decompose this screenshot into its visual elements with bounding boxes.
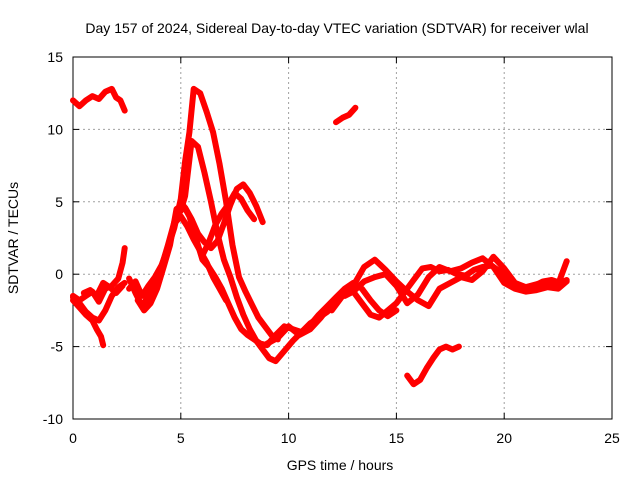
series-arc-2: [70, 245, 128, 305]
x-tick-label: 15: [389, 430, 405, 446]
plot-frame: [72, 56, 613, 420]
series-arc-13: [328, 253, 570, 314]
series-arc-1: [70, 85, 128, 114]
chart-title: Day 157 of 2024, Sidereal Day-to-day VTE…: [85, 20, 588, 36]
y-tick-label: 0: [55, 266, 63, 282]
y-tick-label: 15: [47, 49, 63, 65]
x-tick-label: 5: [177, 430, 185, 446]
y-axis-label: SDTVAR / TECUs: [5, 182, 21, 294]
y-tick-label: -5: [51, 339, 64, 355]
series-arc-14: [341, 262, 570, 321]
series-arc-12: [264, 255, 570, 347]
series-arc-11: [199, 190, 258, 259]
series-arc-9: [169, 181, 266, 252]
series-arc-5: [80, 279, 126, 299]
y-axis: 15 10 5 0 -5 -10: [43, 49, 612, 427]
series-arc-15: [333, 104, 359, 126]
y-tick-label: 10: [47, 121, 63, 137]
x-axis-label: GPS time / hours: [287, 457, 394, 473]
x-tick-label: 0: [69, 430, 77, 446]
x-tick-label: 20: [496, 430, 512, 446]
data-series: [70, 85, 570, 388]
grid: [73, 57, 612, 419]
x-tick-label: 10: [281, 430, 297, 446]
series-arc-10: [171, 213, 230, 304]
x-tick-label: 25: [604, 430, 620, 446]
y-tick-label: -10: [43, 411, 63, 427]
y-tick-label: 5: [55, 194, 63, 210]
x-axis: 0 5 10 15 20 25: [69, 57, 620, 446]
series-arc-16: [404, 343, 462, 388]
